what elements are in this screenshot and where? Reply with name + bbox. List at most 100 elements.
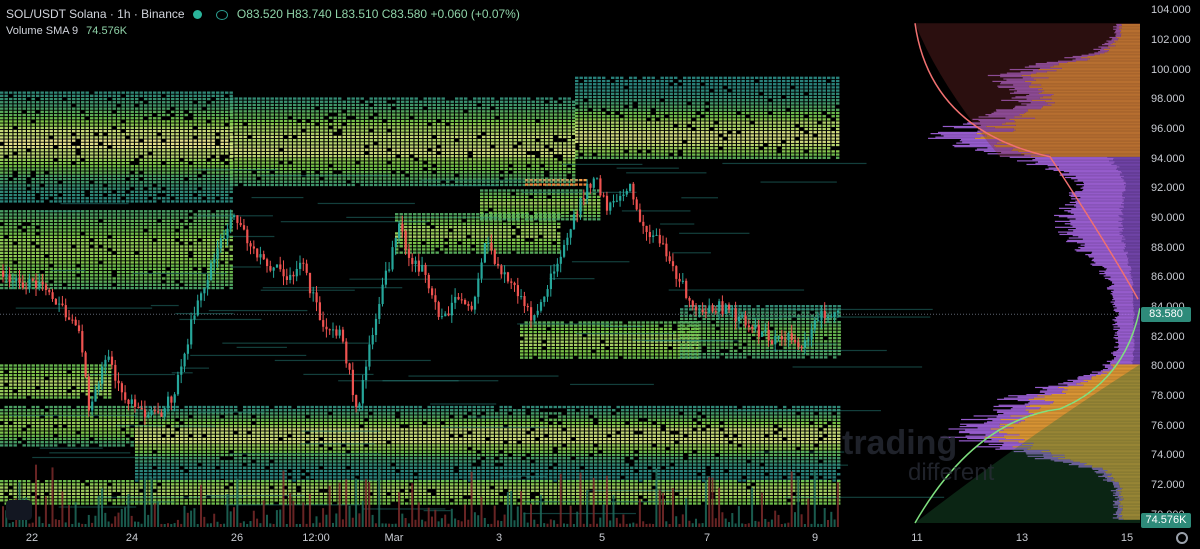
liquidity-cell xyxy=(446,180,450,183)
liquidity-cell xyxy=(49,142,53,145)
liquidity-cell xyxy=(750,147,754,150)
liquidity-cell xyxy=(288,139,292,142)
liquidity-cell xyxy=(184,168,188,171)
liquidity-cell xyxy=(311,161,315,164)
liquidity-cell xyxy=(588,118,592,121)
liquidity-cell xyxy=(76,129,80,133)
liquidity-cell xyxy=(593,105,597,108)
liquidity-cell xyxy=(620,105,624,108)
liquidity-cell xyxy=(518,132,522,135)
liquidity-cell xyxy=(782,76,786,79)
liquidity-cell xyxy=(500,164,504,167)
liquidity-cell xyxy=(558,148,562,151)
liquidity-cell xyxy=(500,123,504,126)
liquidity-cell xyxy=(437,167,441,171)
liquidity-cell xyxy=(822,131,826,134)
liquidity-cell xyxy=(509,116,513,119)
liquidity-cell xyxy=(189,149,193,152)
liquidity-cell xyxy=(67,91,71,94)
liquidity-cell xyxy=(597,115,601,118)
liquidity-cell xyxy=(333,100,337,103)
liquidity-cell xyxy=(683,83,687,86)
liquidity-cell xyxy=(728,99,732,102)
liquidity-cell xyxy=(518,171,522,174)
liquidity-cell xyxy=(121,174,125,177)
liquidity-cell xyxy=(606,102,610,105)
liquidity-cell xyxy=(459,135,463,139)
liquidity-cell xyxy=(202,120,206,123)
liquidity-cell xyxy=(441,142,445,145)
liquidity-cell xyxy=(495,177,499,180)
liquidity-cell xyxy=(157,155,161,158)
liquidity-cell xyxy=(261,139,265,142)
liquidity-cell xyxy=(180,145,184,149)
liquidity-cell xyxy=(638,95,642,99)
liquidity-cell xyxy=(234,183,238,187)
liquidity-cell xyxy=(266,113,270,116)
liquidity-cell xyxy=(216,177,220,181)
liquidity-cell xyxy=(410,148,414,151)
liquidity-cell xyxy=(189,174,193,177)
liquidity-cell xyxy=(166,104,170,107)
liquidity-cell xyxy=(257,155,261,158)
liquidity-cell xyxy=(369,97,373,100)
liquidity-cell xyxy=(579,127,583,131)
liquidity-cell xyxy=(477,180,481,183)
liquidity-cell xyxy=(692,99,696,102)
liquidity-cell xyxy=(130,158,134,161)
liquidity-cell xyxy=(333,161,337,164)
liquidity-cell xyxy=(306,145,310,148)
liquidity-cell xyxy=(338,103,342,107)
liquidity-cell xyxy=(588,134,592,137)
liquidity-cell xyxy=(216,117,220,120)
liquidity-cell xyxy=(261,174,265,177)
liquidity-cell xyxy=(171,101,175,104)
liquidity-cell xyxy=(701,140,705,143)
liquidity-cell xyxy=(175,174,179,177)
liquidity-cell xyxy=(162,165,166,168)
liquidity-cell xyxy=(266,174,270,177)
liquidity-cell xyxy=(629,118,633,121)
liquidity-cell xyxy=(333,142,337,145)
liquidity-cell xyxy=(157,123,161,126)
liquidity-cell xyxy=(786,140,790,143)
liquidity-cell xyxy=(701,105,705,108)
liquidity-cell xyxy=(4,145,8,149)
liquidity-cell xyxy=(31,91,35,94)
liquidity-cell xyxy=(509,100,513,103)
liquidity-cell xyxy=(509,167,513,171)
liquidity-cell xyxy=(813,140,817,143)
liquidity-cell xyxy=(468,142,472,145)
liquidity-cell xyxy=(473,142,477,145)
liquidity-cell xyxy=(175,142,179,145)
liquidity-cell xyxy=(220,200,224,203)
liquidity-cell xyxy=(270,174,274,177)
liquidity-cell xyxy=(513,110,517,113)
liquidity-cell xyxy=(31,190,35,193)
liquidity-cell xyxy=(459,119,463,123)
liquidity-cell xyxy=(818,79,822,83)
liquidity-cell xyxy=(275,129,279,132)
liquidity-cell xyxy=(606,140,610,143)
liquidity-cell xyxy=(153,97,157,101)
liquidity-cell xyxy=(545,158,549,161)
liquidity-cell xyxy=(818,134,822,137)
liquidity-cell xyxy=(0,200,4,203)
liquidity-cell xyxy=(184,126,188,129)
liquidity-cell xyxy=(103,187,107,190)
liquidity-cell xyxy=(378,129,382,132)
liquidity-cell xyxy=(450,158,454,161)
chart-canvas[interactable]: SOL/USDT Solana · 1h · Binance O83.520 H… xyxy=(0,0,1140,528)
liquidity-cell xyxy=(85,139,89,142)
liquidity-cell xyxy=(572,119,576,123)
liquidity-cell xyxy=(696,115,700,118)
liquidity-cell xyxy=(602,134,606,137)
price-chart-svg[interactable] xyxy=(0,0,1140,528)
liquidity-cell xyxy=(243,107,247,110)
liquidity-cell xyxy=(297,158,301,161)
liquidity-cell xyxy=(99,97,103,101)
liquidity-cell xyxy=(723,115,727,118)
liquidity-cell xyxy=(732,86,736,89)
liquidity-cell xyxy=(229,91,233,94)
liquidity-cell xyxy=(342,139,346,142)
